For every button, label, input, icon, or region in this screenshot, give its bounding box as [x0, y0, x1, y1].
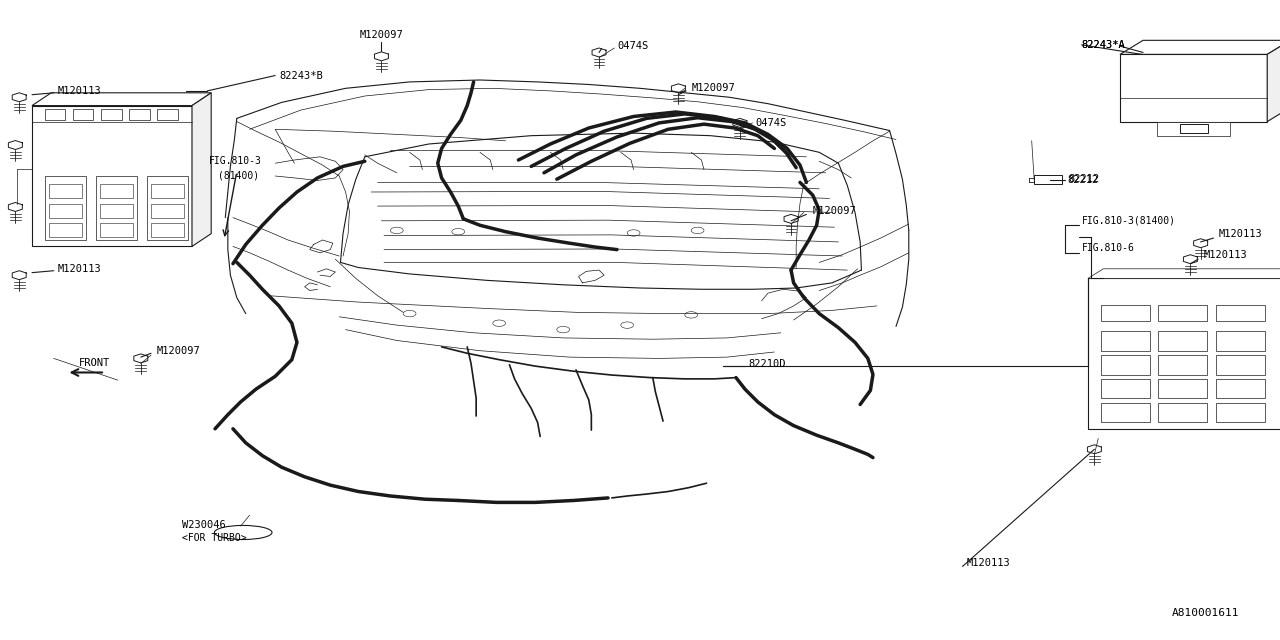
Text: FIG.810-3(81400): FIG.810-3(81400) [1082, 216, 1175, 226]
Bar [45, 109, 65, 120]
Text: W230046: W230046 [182, 520, 225, 530]
Bar [129, 109, 150, 120]
Text: M120097: M120097 [691, 83, 735, 93]
Bar [1101, 331, 1149, 351]
Polygon shape [1088, 269, 1280, 278]
Bar [1158, 331, 1207, 351]
Bar [1088, 278, 1280, 429]
Bar [32, 106, 192, 246]
Bar [1216, 379, 1265, 399]
Text: M120113: M120113 [58, 86, 101, 96]
Text: FRONT: FRONT [79, 358, 110, 368]
Bar [1216, 305, 1265, 321]
Bar [96, 176, 137, 240]
Bar [100, 204, 133, 218]
Bar [49, 223, 82, 237]
Text: FIG.810-6: FIG.810-6 [1082, 243, 1134, 253]
Text: M120097: M120097 [813, 206, 856, 216]
Bar [1158, 305, 1207, 321]
Bar [157, 109, 178, 120]
Polygon shape [1120, 40, 1280, 54]
Bar [1034, 175, 1062, 184]
Bar [1216, 355, 1265, 374]
Bar [151, 184, 184, 198]
Bar [1101, 379, 1149, 399]
Bar [1180, 124, 1208, 133]
Text: M120097: M120097 [360, 30, 403, 40]
Bar [1101, 403, 1149, 422]
Bar [151, 223, 184, 237]
Text: 82212: 82212 [1069, 174, 1100, 184]
Text: 82212: 82212 [1068, 175, 1098, 185]
Bar [1158, 403, 1207, 422]
Text: (81400): (81400) [218, 171, 259, 181]
Text: M120097: M120097 [156, 346, 200, 356]
Text: 0474S: 0474S [755, 118, 786, 128]
Text: M120113: M120113 [1219, 228, 1262, 239]
Ellipse shape [214, 525, 273, 540]
Bar [49, 204, 82, 218]
Polygon shape [192, 93, 211, 246]
Bar [1157, 122, 1230, 136]
Bar [45, 176, 86, 240]
Text: <FOR TURBO>: <FOR TURBO> [182, 532, 246, 543]
Bar [151, 204, 184, 218]
Text: FIG.810-3: FIG.810-3 [209, 156, 261, 166]
Polygon shape [1267, 40, 1280, 122]
Bar [147, 176, 188, 240]
Text: M120113: M120113 [966, 558, 1010, 568]
Bar [101, 109, 122, 120]
Text: 0474S: 0474S [617, 41, 648, 51]
Bar [1120, 54, 1267, 122]
Bar [1101, 355, 1149, 374]
Bar [1158, 355, 1207, 374]
Text: 82243*A: 82243*A [1082, 40, 1125, 50]
Bar [1158, 379, 1207, 399]
Text: 82243*B: 82243*B [279, 70, 323, 81]
Bar [1216, 331, 1265, 351]
Text: M120113: M120113 [58, 264, 101, 274]
Text: A810001611: A810001611 [1171, 608, 1239, 618]
Bar [73, 109, 93, 120]
Bar [1216, 403, 1265, 422]
Text: 82243*A: 82243*A [1082, 40, 1125, 50]
Text: M120113: M120113 [1203, 250, 1247, 260]
Bar [1101, 305, 1149, 321]
Polygon shape [32, 93, 211, 106]
Text: 82210D: 82210D [749, 358, 786, 369]
Bar [49, 184, 82, 198]
Bar [100, 184, 133, 198]
Bar [100, 223, 133, 237]
